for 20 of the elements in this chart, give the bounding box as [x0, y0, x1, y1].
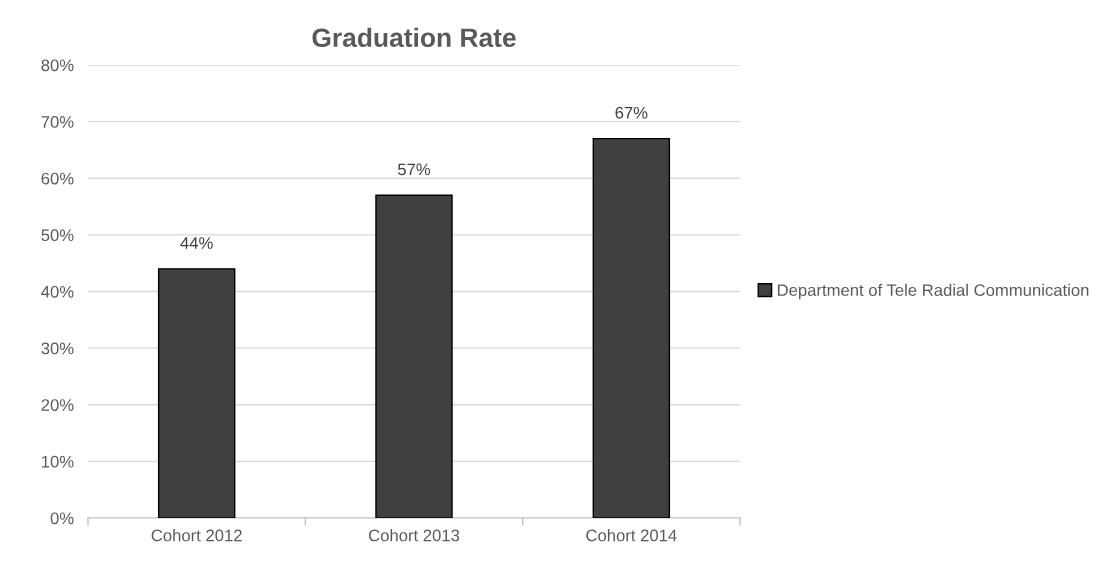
x-tick-label: Cohort 2013: [368, 529, 460, 542]
y-tick-label: 70%: [41, 116, 74, 128]
bar: [375, 194, 453, 518]
y-tick-label: 0%: [50, 512, 74, 525]
y-tick-label: 80%: [41, 59, 74, 72]
chart-title: Graduation Rate: [312, 27, 516, 48]
y-tick-label: 10%: [42, 455, 74, 468]
x-tick-label: Cohort 2012: [151, 529, 242, 542]
data-label: 57%: [397, 163, 431, 176]
y-tick-label: 40%: [41, 285, 74, 298]
data-label: 44%: [180, 237, 213, 249]
y-tick-label: 30%: [41, 342, 74, 355]
y-tick-label: 50%: [41, 229, 74, 242]
x-tick-label: Cohort 2014: [586, 529, 677, 542]
bar: [157, 268, 236, 518]
y-tick-label: 60%: [41, 172, 74, 185]
legend-label: Department of Tele Radial Communication: [777, 283, 1089, 300]
bar: [592, 137, 671, 518]
y-tick-label: 20%: [41, 399, 74, 411]
data-label: 67%: [615, 106, 648, 119]
